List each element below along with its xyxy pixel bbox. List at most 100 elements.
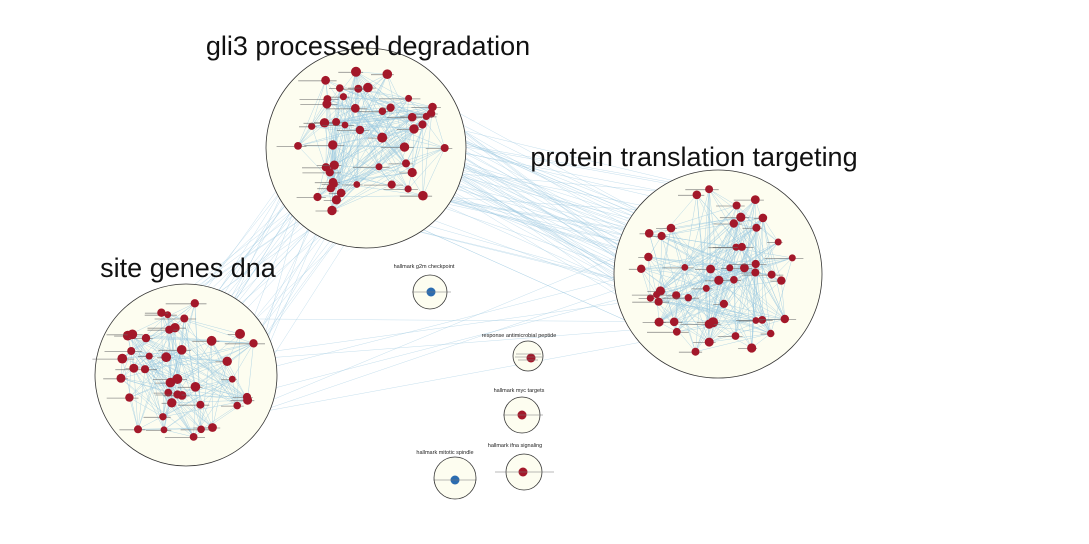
- node[interactable]: [526, 353, 536, 363]
- node[interactable]: [167, 398, 177, 408]
- node[interactable]: [672, 327, 681, 336]
- node[interactable]: [160, 426, 168, 434]
- node[interactable]: [729, 219, 738, 228]
- node[interactable]: [657, 231, 666, 241]
- node[interactable]: [249, 339, 258, 348]
- node[interactable]: [336, 188, 346, 198]
- node[interactable]: [777, 276, 786, 285]
- node[interactable]: [750, 195, 760, 205]
- node[interactable]: [780, 314, 789, 324]
- node[interactable]: [418, 190, 428, 201]
- node[interactable]: [747, 343, 757, 353]
- cluster-hallmark-myc-targets[interactable]: hallmark myc targets: [494, 388, 545, 434]
- node[interactable]: [706, 264, 715, 274]
- node[interactable]: [646, 294, 655, 302]
- node[interactable]: [125, 393, 134, 402]
- cluster-gli3-processed-degradation[interactable]: gli3 processed degradation: [206, 31, 530, 249]
- node[interactable]: [702, 284, 710, 292]
- node[interactable]: [440, 144, 449, 152]
- node[interactable]: [116, 373, 126, 383]
- node[interactable]: [165, 377, 176, 388]
- node[interactable]: [134, 425, 142, 434]
- node[interactable]: [758, 213, 768, 223]
- node[interactable]: [382, 69, 393, 79]
- node[interactable]: [341, 121, 349, 129]
- node[interactable]: [407, 167, 417, 178]
- node[interactable]: [377, 132, 388, 143]
- node[interactable]: [751, 268, 760, 277]
- node[interactable]: [176, 345, 187, 355]
- node[interactable]: [159, 413, 167, 421]
- node[interactable]: [329, 160, 339, 170]
- node[interactable]: [653, 291, 661, 299]
- node[interactable]: [308, 122, 316, 130]
- node[interactable]: [243, 395, 253, 405]
- node[interactable]: [375, 163, 383, 171]
- node[interactable]: [336, 84, 344, 92]
- node[interactable]: [350, 103, 360, 113]
- node[interactable]: [672, 291, 681, 300]
- node[interactable]: [127, 347, 136, 355]
- node[interactable]: [351, 66, 361, 77]
- node[interactable]: [774, 238, 782, 246]
- cluster-response-antimicrobial-peptide[interactable]: response antimicrobial peptide: [482, 333, 557, 372]
- node[interactable]: [294, 142, 302, 150]
- node[interactable]: [378, 107, 387, 115]
- node[interactable]: [328, 140, 338, 150]
- node[interactable]: [141, 333, 151, 343]
- node[interactable]: [140, 365, 150, 374]
- node[interactable]: [788, 254, 796, 262]
- node[interactable]: [322, 99, 332, 109]
- node[interactable]: [319, 118, 330, 128]
- cluster-site-genes-dna[interactable]: site genes dna: [92, 253, 278, 467]
- node[interactable]: [669, 317, 679, 327]
- node[interactable]: [714, 275, 724, 285]
- node[interactable]: [197, 425, 205, 434]
- node[interactable]: [407, 112, 417, 122]
- node[interactable]: [409, 124, 419, 134]
- node[interactable]: [732, 201, 741, 210]
- node[interactable]: [402, 159, 410, 168]
- node[interactable]: [190, 299, 199, 308]
- node[interactable]: [637, 264, 646, 273]
- node[interactable]: [354, 84, 363, 93]
- node[interactable]: [206, 335, 217, 346]
- node[interactable]: [386, 103, 395, 112]
- node[interactable]: [228, 375, 236, 383]
- node[interactable]: [173, 390, 182, 399]
- node[interactable]: [164, 388, 173, 397]
- node[interactable]: [339, 93, 347, 101]
- node[interactable]: [222, 356, 232, 366]
- node[interactable]: [233, 401, 241, 410]
- cluster-hallmark-g2m-checkpoint[interactable]: hallmark g2m checkpoint: [394, 264, 455, 310]
- node[interactable]: [422, 112, 430, 120]
- node[interactable]: [684, 294, 692, 302]
- node[interactable]: [190, 382, 201, 392]
- node[interactable]: [736, 212, 746, 222]
- node[interactable]: [704, 319, 714, 329]
- node[interactable]: [196, 400, 205, 409]
- node[interactable]: [165, 325, 174, 334]
- cluster-hallmark-ifna-signaling[interactable]: hallmark ifna signaling: [488, 443, 554, 491]
- node[interactable]: [117, 353, 128, 364]
- node[interactable]: [189, 433, 198, 441]
- node[interactable]: [161, 352, 172, 363]
- node[interactable]: [418, 120, 427, 129]
- node[interactable]: [325, 168, 334, 177]
- node[interactable]: [705, 185, 714, 194]
- node[interactable]: [730, 276, 738, 284]
- node[interactable]: [129, 363, 139, 373]
- node[interactable]: [731, 332, 740, 340]
- node[interactable]: [355, 125, 365, 135]
- node[interactable]: [145, 352, 153, 360]
- node[interactable]: [681, 264, 689, 271]
- node[interactable]: [740, 263, 749, 273]
- node[interactable]: [235, 328, 245, 339]
- node[interactable]: [326, 184, 335, 193]
- node[interactable]: [752, 223, 761, 232]
- cluster-protein-translation-targeting[interactable]: protein translation targeting: [530, 142, 858, 379]
- node[interactable]: [752, 317, 760, 324]
- node[interactable]: [353, 181, 361, 188]
- node[interactable]: [767, 270, 776, 279]
- node[interactable]: [127, 329, 138, 340]
